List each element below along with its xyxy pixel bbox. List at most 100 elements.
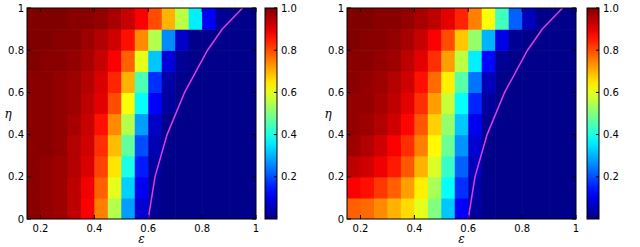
- heatmap-cell: [509, 8, 523, 30]
- heatmap-cell: [536, 114, 550, 136]
- heatmap-cell: [229, 177, 243, 199]
- heatmap-cell: [482, 92, 496, 114]
- heatmap-cell: [94, 71, 108, 93]
- heatmap-cell: [108, 29, 122, 51]
- heatmap-cell: [495, 177, 509, 199]
- heatmap-cell: [374, 8, 388, 30]
- x-tick-label: 1: [253, 223, 259, 234]
- colorbar-tick-label: 0.6: [281, 87, 297, 98]
- heatmap-cell: [414, 135, 428, 157]
- heatmap-cell: [414, 156, 428, 178]
- y-tick-label: 0: [18, 214, 24, 225]
- y-tick: [252, 134, 256, 135]
- heatmap-cell: [27, 156, 41, 178]
- plot-frame: [27, 8, 256, 219]
- heatmap-cell: [135, 50, 149, 72]
- x-tick: [40, 8, 41, 12]
- heatmap-cell: [135, 156, 149, 178]
- heatmap-cell: [509, 50, 523, 72]
- heatmap-cell: [549, 114, 563, 136]
- heatmap-cell: [536, 135, 550, 157]
- x-tick-label: 0.8: [514, 223, 530, 234]
- heatmap-cell: [468, 50, 482, 72]
- heatmap-cell: [360, 8, 374, 30]
- heatmap-cell: [229, 114, 243, 136]
- heatmap-cell: [360, 156, 374, 178]
- heatmap-cell: [441, 156, 455, 178]
- heatmap-cell: [202, 177, 216, 199]
- x-axis-label: ε: [138, 232, 144, 246]
- heatmap-cell: [549, 50, 563, 72]
- heatmap-cell: [162, 177, 176, 199]
- y-tick-label: 0.2: [8, 171, 24, 182]
- heatmap-cell: [81, 71, 95, 93]
- heatmap-cell: [67, 135, 81, 157]
- heatmap-cell: [121, 50, 135, 72]
- heatmap-cell: [495, 156, 509, 178]
- x-tick: [148, 8, 149, 12]
- heatmap-cell: [441, 198, 455, 219]
- heatmap-cell: [216, 50, 230, 72]
- x-tick: [94, 8, 95, 12]
- colorbar-tick: [596, 92, 599, 93]
- colorbar-tick-label: 0.2: [603, 171, 619, 182]
- y-tick: [252, 219, 256, 220]
- heatmap-cell: [54, 8, 68, 30]
- heatmap-cell: [121, 8, 135, 30]
- heatmap-cell: [108, 156, 122, 178]
- heatmap-cell: [414, 71, 428, 93]
- heatmap-cell: [40, 114, 54, 136]
- heatmap-cell: [216, 114, 230, 136]
- heatmap-cell: [428, 29, 442, 51]
- heatmap-cell: [108, 114, 122, 136]
- heatmap-cell: [162, 156, 176, 178]
- heatmap-cell: [175, 177, 189, 199]
- heatmap-cell: [162, 50, 176, 72]
- heatmap-cell: [135, 92, 149, 114]
- colorbar-tick: [274, 92, 277, 93]
- heatmap-cell: [121, 29, 135, 51]
- heatmap-cell: [94, 92, 108, 114]
- heatmap-cell: [522, 8, 536, 30]
- heatmap-cell: [27, 198, 41, 219]
- heatmap-cell: [216, 177, 230, 199]
- heatmap-cell: [94, 156, 108, 178]
- heatmap-cell: [563, 156, 576, 178]
- heatmap-cell: [428, 8, 442, 30]
- heatmap-cell: [374, 71, 388, 93]
- x-tick: [522, 8, 523, 12]
- heatmap-cell: [27, 92, 41, 114]
- heatmap-cell: [347, 71, 361, 93]
- heatmap-cell: [495, 8, 509, 30]
- heatmap-cell: [428, 92, 442, 114]
- heatmap-cell: [455, 50, 469, 72]
- heatmap-cell: [229, 71, 243, 93]
- heatmap-cell: [468, 8, 482, 30]
- y-tick: [347, 219, 351, 220]
- heatmap-cell: [162, 29, 176, 51]
- heatmap-cell: [243, 8, 256, 30]
- heatmap-cell: [374, 135, 388, 157]
- heatmap-cell: [387, 29, 401, 51]
- y-tick: [572, 92, 576, 93]
- y-tick: [572, 176, 576, 177]
- heatmap-cell: [509, 135, 523, 157]
- x-axis-label: ε: [458, 232, 464, 246]
- heatmap-cell: [27, 29, 41, 51]
- heatmap-cell: [229, 156, 243, 178]
- heatmap-cell: [243, 92, 256, 114]
- y-tick-label: 0.6: [328, 87, 344, 98]
- y-tick: [27, 219, 31, 220]
- heatmap-cell: [189, 198, 203, 219]
- heatmap-cell: [202, 92, 216, 114]
- heatmap-cell: [455, 29, 469, 51]
- heatmap-cell: [202, 156, 216, 178]
- heatmap-cell: [387, 114, 401, 136]
- heatmap-cell: [175, 8, 189, 30]
- y-tick: [252, 8, 256, 9]
- heatmap-cell: [563, 92, 576, 114]
- heatmap-cell: [189, 29, 203, 51]
- heatmap-cell: [347, 8, 361, 30]
- heatmap-cell: [455, 156, 469, 178]
- heatmap-cell: [135, 8, 149, 30]
